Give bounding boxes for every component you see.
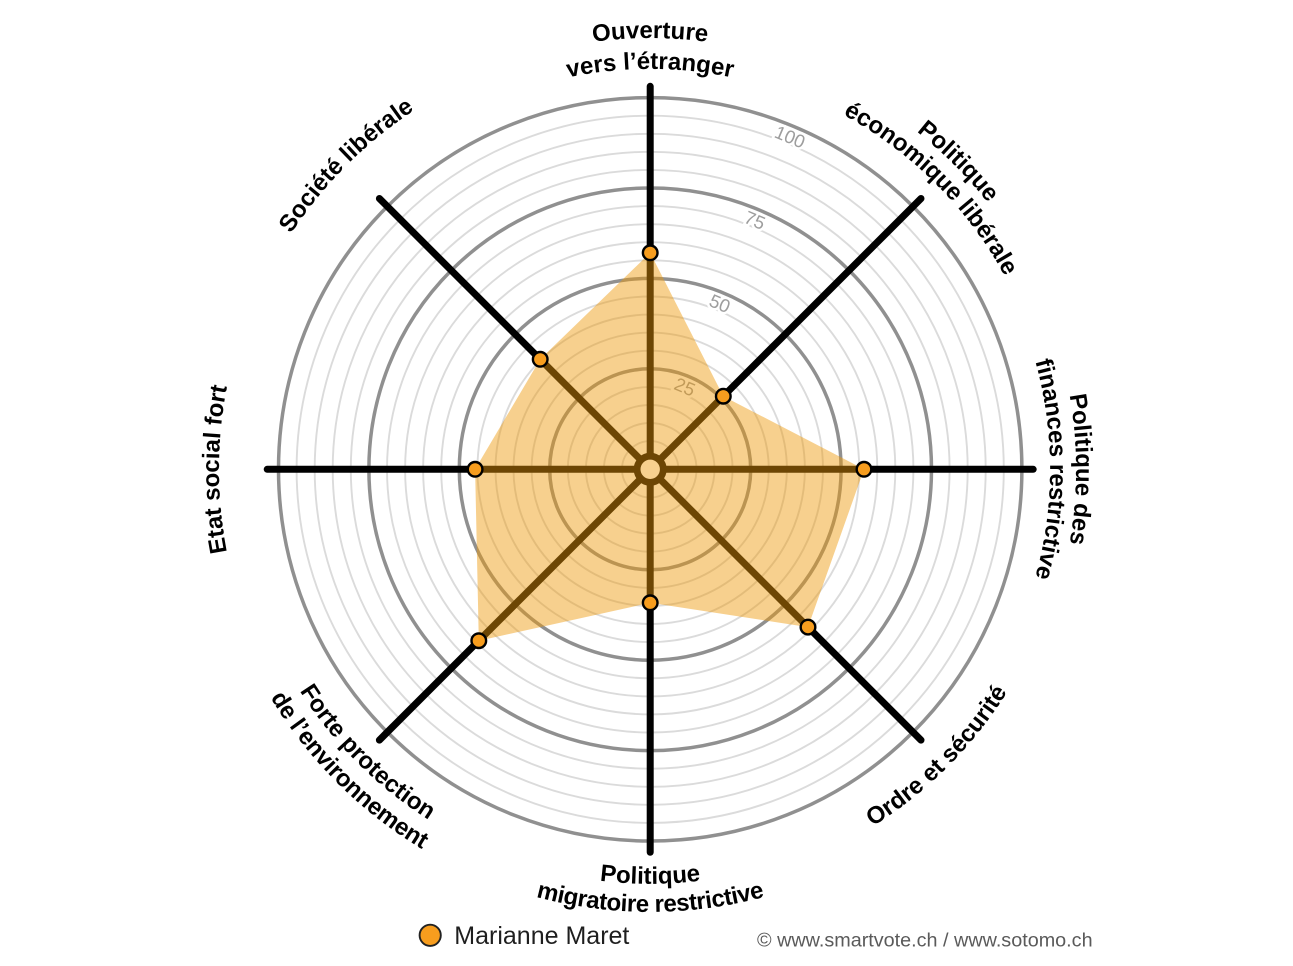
svg-text:Marianne Maret: Marianne Maret xyxy=(454,922,629,950)
svg-text:© www.smartvote.ch / www.sotom: © www.smartvote.ch / www.sotomo.ch xyxy=(757,930,1093,952)
svg-text:Ouverture: Ouverture xyxy=(591,17,710,48)
svg-text:Politique: Politique xyxy=(599,860,701,890)
